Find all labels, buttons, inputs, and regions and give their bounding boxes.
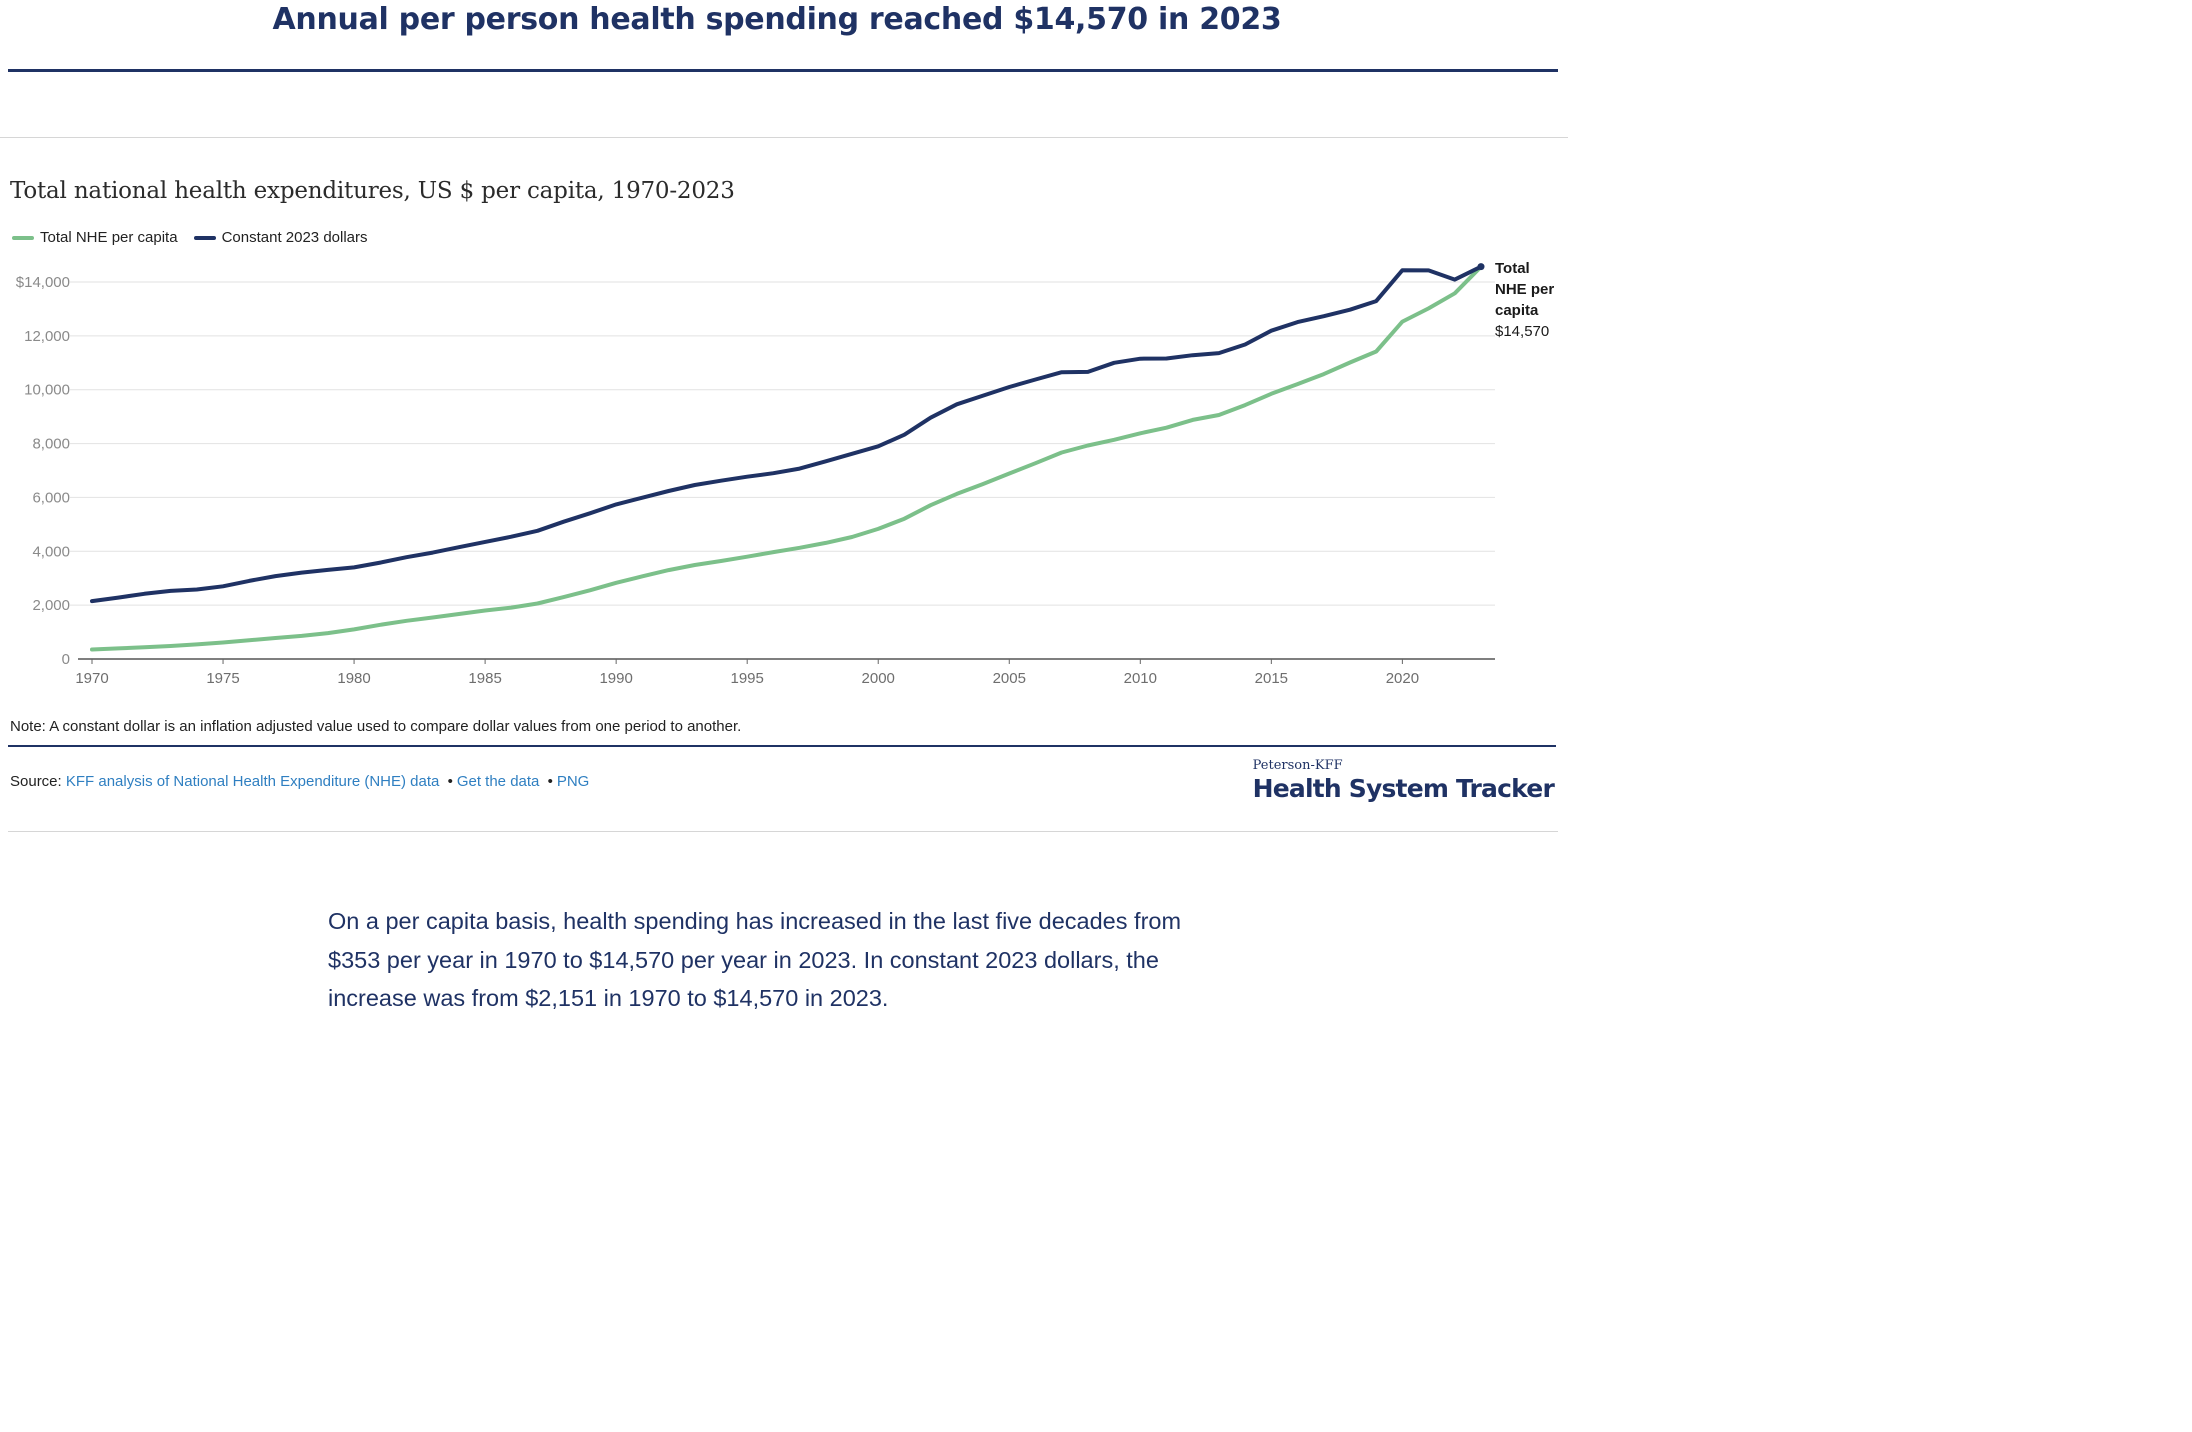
x-tick-label: 2020: [1386, 670, 1419, 687]
x-tick-label: 2010: [1124, 670, 1157, 687]
y-tick-label: 8,000: [32, 436, 70, 453]
x-tick-label: 2000: [862, 670, 895, 687]
chart-note: Note: A constant dollar is an inflation …: [10, 718, 742, 735]
end-label-value: $14,570: [1495, 323, 1550, 340]
note-divider: [8, 745, 1556, 747]
brand-logo[interactable]: Peterson-KFF Health System Tracker: [1252, 758, 1555, 803]
x-tick-label: 2015: [1255, 670, 1288, 687]
source-separator: •: [447, 773, 453, 790]
legend-swatch-nominal: [12, 235, 34, 240]
brand-logo-top: Peterson-KFF: [1252, 758, 1343, 773]
x-tick-label: 1970: [75, 670, 108, 687]
brand-logo-main: Health System Tracker: [1252, 774, 1555, 803]
source-prefix: Source:: [10, 773, 62, 790]
y-tick-label: 10,000: [24, 382, 70, 399]
get-data-link[interactable]: Get the data: [456, 773, 540, 790]
y-tick-label: 6,000: [32, 489, 70, 506]
headline-divider: [8, 69, 1558, 72]
source-line: Source: KFF analysis of National Health …: [10, 773, 589, 790]
y-tick-label: 4,000: [32, 543, 70, 560]
chart-legend: Total NHE per capita Constant 2023 dolla…: [12, 229, 384, 246]
source-link-nhe[interactable]: KFF analysis of National Health Expendit…: [65, 773, 440, 790]
section-divider-top: [0, 137, 1568, 138]
x-tick-label: 1990: [599, 670, 632, 687]
end-label: Total NHE per capita $14,570: [1495, 258, 1555, 342]
legend-label-constant: Constant 2023 dollars: [221, 229, 368, 246]
x-tick-label: 1985: [468, 670, 501, 687]
y-tick-label: 12,000: [24, 328, 70, 345]
x-tick-label: 1975: [206, 670, 239, 687]
section-divider-bottom: [8, 831, 1558, 832]
legend-item-nominal[interactable]: Total NHE per capita: [12, 229, 178, 246]
body-paragraph: On a per capita basis, health spending h…: [328, 908, 1182, 1011]
series-line-constant: [90, 264, 1483, 604]
line-chart: 0 2,000 4,000 6,000 8,000 10,000 12,000 $14,000…: [16, 263, 1495, 687]
y-tick-label: 0: [62, 651, 70, 668]
chart-title: Total national health expenditures, US $…: [10, 178, 735, 204]
page-headline: Annual per person health spending reache…: [272, 2, 1282, 37]
png-link[interactable]: PNG: [556, 773, 590, 790]
x-tick-label: 1995: [731, 670, 764, 687]
x-tick-label: 1980: [337, 670, 370, 687]
legend-item-constant[interactable]: Constant 2023 dollars: [193, 229, 368, 246]
end-label-series: Total NHE per capita: [1495, 260, 1555, 319]
source-separator: •: [547, 773, 553, 790]
x-tick-label: 2005: [993, 670, 1026, 687]
y-tick-label: 2,000: [32, 597, 70, 614]
end-point-marker: [1477, 263, 1485, 271]
legend-swatch-constant: [193, 235, 216, 240]
series-line-nominal: [90, 264, 1483, 652]
legend-label-nominal: Total NHE per capita: [40, 229, 178, 246]
y-tick-label: $14,000: [16, 274, 70, 291]
